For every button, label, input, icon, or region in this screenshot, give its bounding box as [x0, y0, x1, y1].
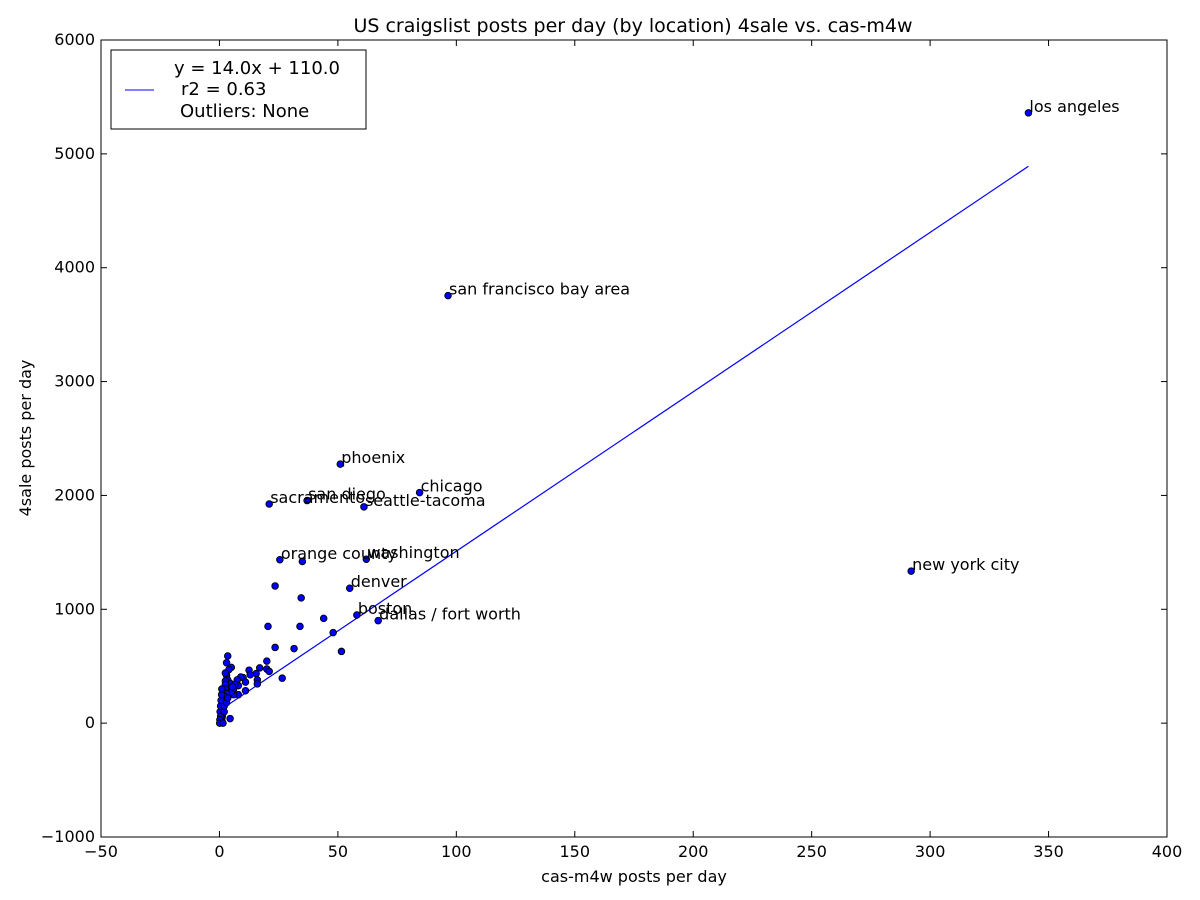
- point-label: denver: [351, 572, 407, 591]
- point-label: san diego: [308, 485, 386, 504]
- data-point: [298, 557, 307, 566]
- y-tick-label: 0: [85, 713, 95, 732]
- labeled-data-point: [362, 555, 371, 563]
- point-labels: los angeles san francisco bay area phoenix…: [270, 97, 1119, 624]
- data-point: [319, 614, 328, 623]
- chart-title: US craigslist posts per day (by location…: [353, 15, 912, 37]
- y-axis-label: 4sale posts per day: [16, 360, 35, 517]
- point-label: san francisco bay area: [449, 280, 630, 299]
- legend-outliers: Outliers: None: [180, 101, 309, 122]
- x-tick-label: 400: [1152, 842, 1183, 861]
- labeled-data-point: [303, 496, 311, 505]
- point-label: los angeles: [1029, 97, 1119, 116]
- point-label: chicago: [421, 477, 483, 496]
- point-label: dallas / fort worth: [379, 605, 521, 624]
- data-point: [264, 622, 272, 631]
- point-label: sacramento: [270, 488, 365, 507]
- data-points: [215, 109, 1033, 727]
- y-tick-label: 5000: [54, 144, 95, 163]
- point-label: new york city: [912, 555, 1019, 574]
- y-tick-label: 2000: [54, 485, 95, 504]
- x-tick-label: 0: [214, 842, 224, 861]
- labeled-data-point: [415, 488, 424, 497]
- axis-ticks: −50 0 50 100 150 200 250 300 350 400 −1000 0 1000 200…: [41, 30, 1182, 861]
- regression-line: [219, 165, 1029, 712]
- data-point: [241, 678, 250, 686]
- data-point: [263, 657, 271, 665]
- x-tick-label: 250: [796, 842, 827, 861]
- labeled-data-point: [374, 616, 382, 625]
- point-label: seattle-tacoma: [365, 491, 486, 510]
- point-label: phoenix: [341, 448, 405, 467]
- data-point: [337, 647, 346, 656]
- data-point: [228, 682, 237, 691]
- labeled-data-point: [353, 611, 361, 619]
- y-tick-label: −1000: [41, 827, 95, 846]
- labeled-data-point: [360, 503, 368, 511]
- y-tick-label: 4000: [54, 258, 95, 277]
- data-point: [226, 714, 234, 723]
- labeled-data-point: [265, 500, 273, 508]
- fit-line-layer: [219, 165, 1029, 712]
- data-point: [221, 669, 230, 677]
- point-label: boston: [358, 599, 412, 618]
- x-tick-label: 200: [678, 842, 709, 861]
- x-tick-label: −50: [84, 842, 118, 861]
- data-point: [223, 694, 232, 702]
- labeled-data-point: [345, 584, 354, 592]
- legend: y = 14.0x + 110.0 r2 = 0.63 Outliers: No…: [110, 49, 367, 130]
- data-point: [255, 664, 264, 672]
- data-point: [253, 680, 262, 688]
- data-point: [329, 628, 337, 637]
- labeled-data-point: [1024, 109, 1033, 117]
- labeled-data-point: [276, 556, 284, 564]
- x-tick-label: 50: [328, 842, 348, 861]
- x-tick-label: 150: [560, 842, 591, 861]
- data-point: [219, 719, 227, 727]
- data-point: [252, 669, 260, 678]
- data-point: [218, 685, 226, 693]
- data-point: [223, 652, 232, 660]
- labeled-data-point: [336, 460, 345, 468]
- legend-r2: r2 = 0.63: [181, 79, 266, 100]
- y-tick-label: 1000: [54, 599, 95, 618]
- data-point: [296, 622, 304, 631]
- x-tick-label: 300: [915, 842, 946, 861]
- x-axis-label: cas-m4w posts per day: [541, 867, 727, 886]
- data-point: [290, 644, 298, 653]
- data-point: [271, 582, 279, 590]
- data-point: [278, 674, 286, 682]
- labeled-data-point: [907, 567, 915, 575]
- data-point: [241, 686, 250, 695]
- legend-equation: y = 14.0x + 110.0: [174, 58, 340, 79]
- data-point: [265, 667, 273, 676]
- data-point: [222, 659, 231, 667]
- labeled-data-point: [444, 291, 452, 300]
- data-point: [271, 643, 279, 652]
- data-point: [297, 594, 305, 602]
- x-tick-label: 350: [1033, 842, 1064, 861]
- y-tick-label: 6000: [54, 30, 95, 49]
- x-tick-label: 100: [441, 842, 472, 861]
- plot-frame: [100, 39, 1168, 838]
- data-point: [246, 671, 254, 679]
- point-label: washington: [367, 543, 459, 562]
- point-label: orange county: [281, 544, 397, 563]
- y-tick-label: 3000: [54, 372, 95, 391]
